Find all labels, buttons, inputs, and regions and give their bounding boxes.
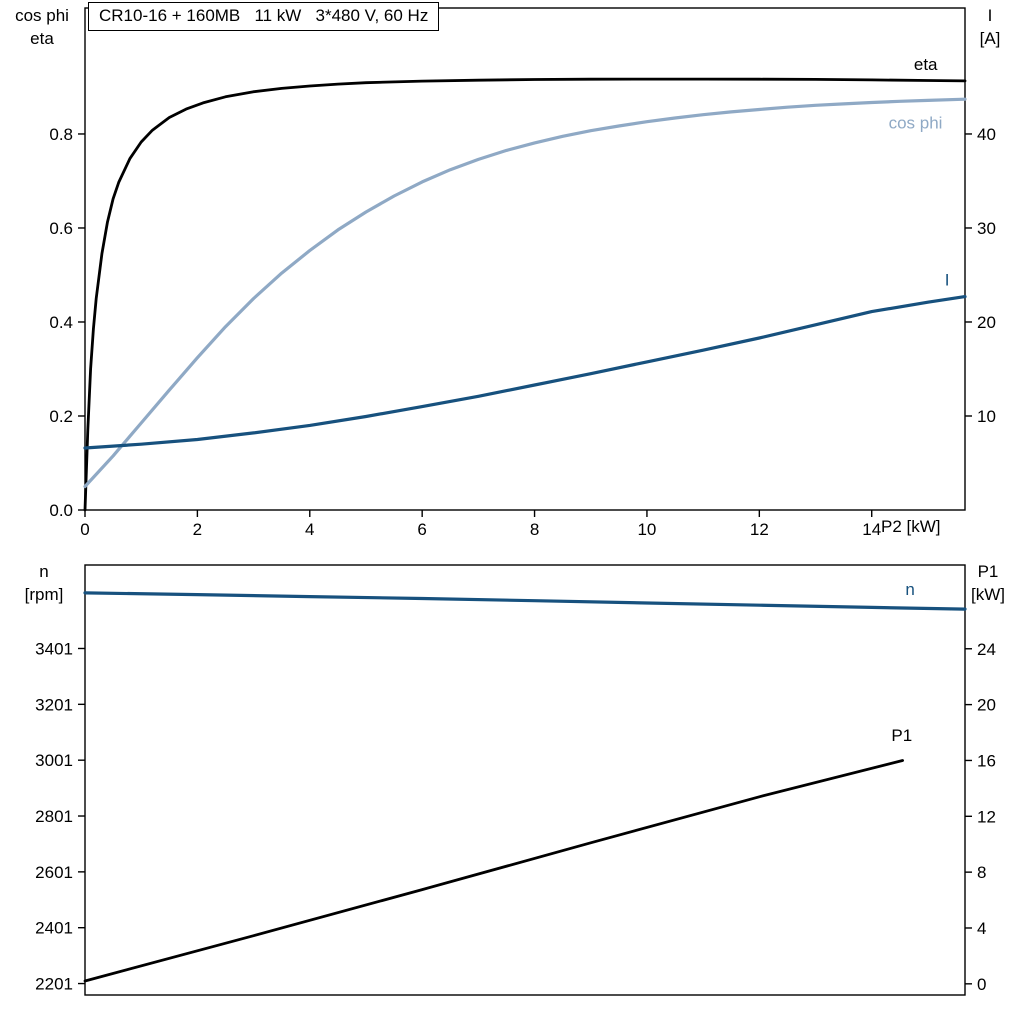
curve-label-eta: eta bbox=[914, 55, 938, 74]
right-tick-label: 20 bbox=[977, 313, 996, 332]
bottom-left-axis-label: n [rpm] bbox=[8, 560, 80, 606]
x-tick-label: 10 bbox=[637, 520, 656, 539]
left-tick-label: 0.8 bbox=[49, 125, 73, 144]
x-tick-label: 12 bbox=[750, 520, 769, 539]
left-tick-label: 2801 bbox=[35, 807, 73, 826]
motor-electrical-chart: 0 2 4 6 8 10 12 14 0.0 0.2 0.4 0.6 0.8 10 20 30 40 eta cos… bbox=[49, 7, 996, 539]
curve-label-speed: n bbox=[905, 580, 914, 599]
right-tick-label: 0 bbox=[977, 975, 986, 994]
speed-power-chart: 2201 2401 2601 2801 3001 3201 3401 0 4 8 12 16 20 24 n… bbox=[35, 564, 996, 996]
speed-power-plot-frame bbox=[84, 564, 966, 996]
right-tick-label: 16 bbox=[977, 751, 996, 770]
right-tick-label: 8 bbox=[977, 863, 986, 882]
top-left-axis-label-line2: eta bbox=[30, 29, 54, 48]
top-left-axis-label: cos phi eta bbox=[4, 4, 80, 50]
x-tick-label: 2 bbox=[193, 520, 202, 539]
left-tick-label: 3401 bbox=[35, 639, 73, 658]
left-tick-label: 0.6 bbox=[49, 219, 73, 238]
bottom-left-axis-label-line2: [rpm] bbox=[24, 585, 64, 604]
left-tick-label: 2401 bbox=[35, 919, 73, 938]
x-tick-label: 8 bbox=[530, 520, 539, 539]
right-tick-label: 4 bbox=[977, 919, 986, 938]
x-tick-label: 14 bbox=[862, 520, 881, 539]
x-tick-label: 6 bbox=[417, 520, 426, 539]
curve-label-cos-phi: cos phi bbox=[889, 113, 943, 132]
left-tick-label: 2601 bbox=[35, 863, 73, 882]
right-tick-label: 20 bbox=[977, 696, 996, 715]
top-right-axis-label-line2: [A] bbox=[979, 29, 1001, 48]
top-right-axis-label: I [A] bbox=[960, 4, 1020, 50]
top-left-axis-label-line1: cos phi bbox=[15, 6, 69, 25]
right-tick-label: 40 bbox=[977, 125, 996, 144]
motor-electrical-plot-frame bbox=[84, 7, 966, 511]
curve-p1 bbox=[83, 759, 904, 983]
curve-label-p1: P1 bbox=[891, 726, 912, 745]
right-tick-label: 30 bbox=[977, 219, 996, 238]
curve-label-current: I bbox=[945, 270, 950, 289]
bottom-right-axis-label-line2: [kW] bbox=[971, 585, 1005, 604]
chart-title: CR10-16 + 160MB 11 kW 3*480 V, 60 Hz bbox=[88, 2, 440, 31]
right-tick-label: 10 bbox=[977, 407, 996, 426]
x-tick-label: 0 bbox=[80, 520, 89, 539]
left-tick-label: 2201 bbox=[35, 975, 73, 994]
bottom-left-axis-label-line1: n bbox=[39, 562, 49, 581]
left-tick-label: 0.2 bbox=[49, 407, 73, 426]
left-tick-label: 0.0 bbox=[49, 501, 73, 520]
right-tick-label: 12 bbox=[977, 807, 996, 826]
curve-cos-phi bbox=[83, 97, 967, 489]
top-right-axis-label-line1: I bbox=[987, 6, 993, 25]
bottom-right-axis-label: P1 [kW] bbox=[956, 560, 1020, 606]
x-axis-title: P2 [kW] bbox=[881, 517, 941, 536]
left-tick-label: 0.4 bbox=[49, 313, 73, 332]
curve-eta bbox=[83, 77, 967, 512]
right-tick-label: 24 bbox=[977, 640, 996, 659]
left-tick-label: 3001 bbox=[35, 751, 73, 770]
left-tick-label: 3201 bbox=[35, 695, 73, 714]
x-tick-label: 4 bbox=[305, 520, 314, 539]
curve-current bbox=[83, 295, 967, 450]
bottom-right-axis-label-line1: P1 bbox=[977, 562, 999, 581]
curve-speed bbox=[83, 591, 967, 611]
